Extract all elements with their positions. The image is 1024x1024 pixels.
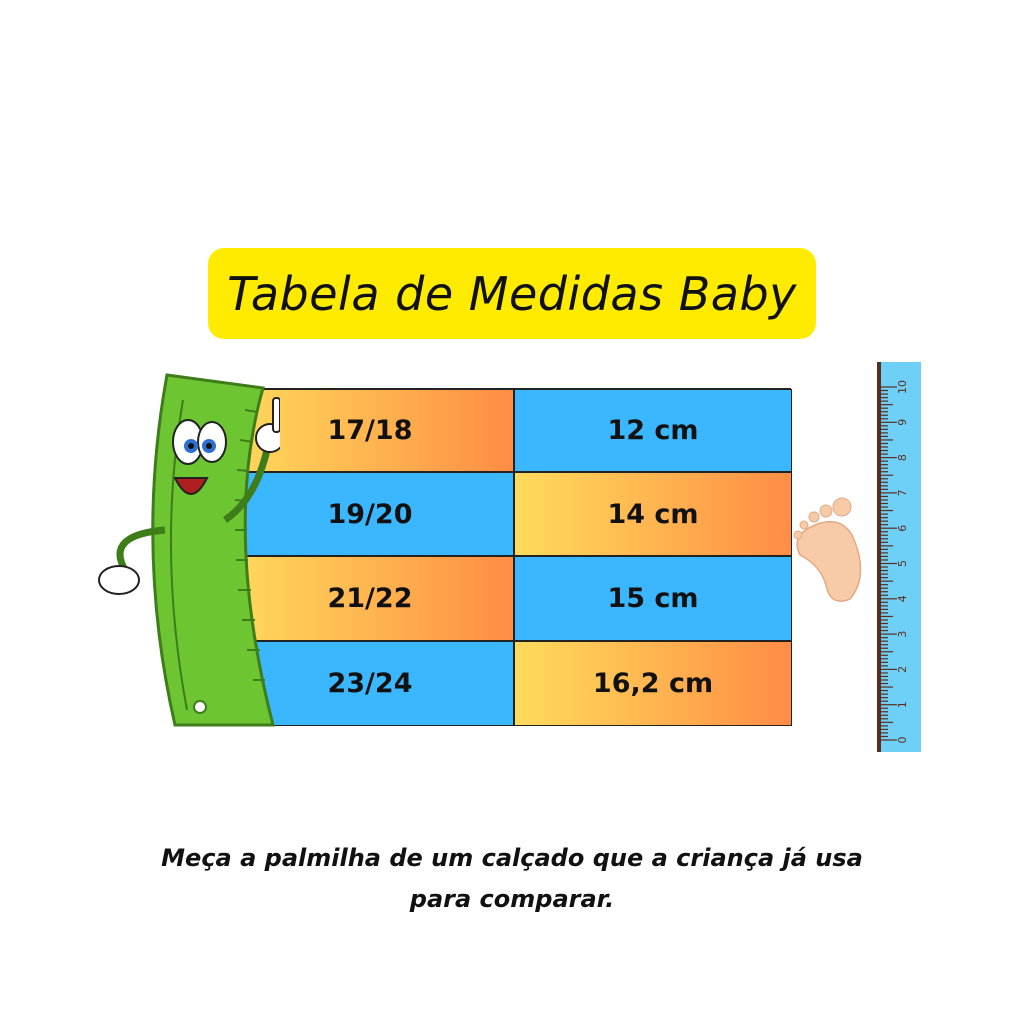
measuring-ruler: 0 1 2 3 4 5 6 7 8 9 10 <box>877 362 921 752</box>
ruler-label: 1 <box>896 701 909 708</box>
size-cell: 19/20 <box>226 472 514 556</box>
size-table: 17/18 12 cm 19/20 14 cm 21/22 15 cm 23/2… <box>225 388 792 726</box>
ruler-mascot-illustration <box>98 373 280 727</box>
ruler-label: 10 <box>896 380 909 394</box>
ruler-label: 8 <box>896 454 909 461</box>
ruler-label: 6 <box>896 525 909 532</box>
size-cell: 21/22 <box>226 556 514 641</box>
measurement-instructions: Meça a palmilha de um calçado que a cria… <box>0 838 1024 920</box>
page-title: Tabela de Medidas Baby <box>227 266 797 321</box>
ruler-label: 4 <box>896 595 909 602</box>
ruler-label: 7 <box>896 489 909 496</box>
ruler-label: 0 <box>896 737 909 744</box>
length-cell: 15 cm <box>514 556 792 641</box>
size-cell: 23/24 <box>226 641 514 726</box>
note-line-2: para comparar. <box>409 885 615 913</box>
ruler-label: 5 <box>896 560 909 567</box>
length-cell: 12 cm <box>514 389 792 472</box>
ruler-label: 2 <box>896 666 909 673</box>
baby-foot-icon <box>793 497 862 602</box>
note-line-1: Meça a palmilha de um calçado que a cria… <box>161 844 863 872</box>
title-banner: Tabela de Medidas Baby <box>208 248 816 339</box>
ruler-label: 9 <box>896 419 909 426</box>
length-cell: 14 cm <box>514 472 792 556</box>
length-cell: 16,2 cm <box>514 641 792 726</box>
ruler-label: 3 <box>896 631 909 638</box>
